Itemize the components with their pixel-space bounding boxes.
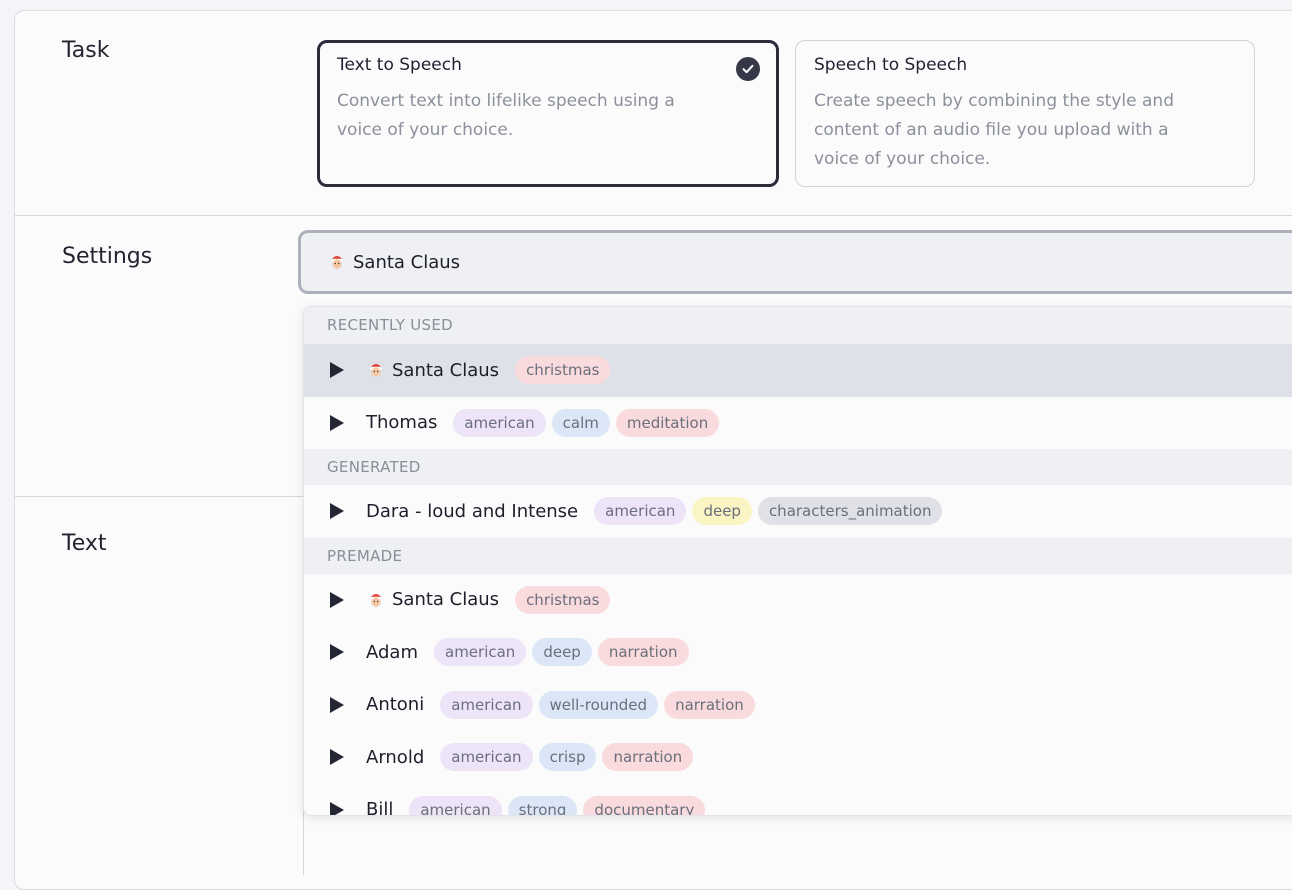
voice-option[interactable]: Adam american deep narration bbox=[304, 626, 1292, 679]
task-option-description: Create speech by combining the style and… bbox=[814, 91, 1174, 169]
voice-name: Adam bbox=[366, 641, 418, 663]
play-icon[interactable] bbox=[330, 362, 344, 379]
divider bbox=[15, 496, 304, 497]
voice-tag: narration bbox=[664, 690, 755, 719]
voice-name: Thomas bbox=[366, 412, 438, 434]
voice-tag: deep bbox=[692, 497, 752, 526]
voice-name: Santa Claus bbox=[392, 359, 500, 381]
voice-dropdown: RECENTLY USED Santa Claus christmas Thom… bbox=[303, 306, 1292, 816]
voice-name: Bill bbox=[366, 799, 394, 816]
settings-label: Settings bbox=[62, 244, 153, 269]
voice-search-input[interactable] bbox=[353, 251, 1153, 273]
voice-tag: american bbox=[594, 497, 687, 526]
task-label: Task bbox=[62, 38, 110, 63]
voice-option[interactable]: Antoni american well-rounded narration bbox=[304, 679, 1292, 732]
voice-name: Santa Claus bbox=[392, 589, 500, 611]
voice-tag: american bbox=[440, 743, 533, 772]
voice-option[interactable]: Arnold american crisp narration bbox=[304, 731, 1292, 784]
santa-emoji-icon bbox=[366, 590, 386, 610]
play-icon[interactable] bbox=[330, 591, 344, 608]
voice-tag: american bbox=[453, 408, 546, 437]
voice-tag: american bbox=[440, 690, 533, 719]
voice-tag: christmas bbox=[515, 356, 611, 385]
play-icon[interactable] bbox=[330, 801, 344, 815]
voice-tag: narration bbox=[597, 638, 689, 667]
play-icon[interactable] bbox=[330, 414, 344, 431]
play-icon[interactable] bbox=[330, 503, 344, 520]
voice-option[interactable]: Bill american strong documentary bbox=[304, 784, 1292, 816]
group-header-premade: PREMADE bbox=[304, 537, 1292, 574]
task-option-title: Speech to Speech bbox=[814, 55, 968, 75]
voice-option[interactable]: Thomas american calm meditation bbox=[304, 397, 1292, 450]
voice-option[interactable]: Dara - loud and Intense american deep ch… bbox=[304, 485, 1292, 538]
group-header-recently-used: RECENTLY USED bbox=[304, 307, 1292, 344]
voice-search-field[interactable] bbox=[298, 230, 1292, 294]
voice-tag: crisp bbox=[538, 743, 597, 772]
task-option-title: Text to Speech bbox=[337, 55, 462, 75]
text-label: Text bbox=[62, 531, 107, 556]
voice-tag: american bbox=[434, 638, 527, 667]
voice-option[interactable]: Santa Claus christmas bbox=[304, 344, 1292, 397]
voice-tag: christmas bbox=[515, 585, 611, 614]
voice-tag: narration bbox=[602, 743, 694, 772]
task-option-description: Convert text into lifelike speech using … bbox=[337, 91, 675, 140]
divider bbox=[15, 215, 1292, 216]
voice-tag: meditation bbox=[615, 408, 720, 437]
voice-tag: documentary bbox=[583, 795, 706, 815]
voice-tag: strong bbox=[507, 795, 578, 815]
task-option-speech-to-speech[interactable]: Speech to Speech Create speech by combin… bbox=[795, 40, 1255, 187]
group-header-generated: GENERATED bbox=[304, 449, 1292, 485]
play-icon[interactable] bbox=[330, 644, 344, 661]
voice-option[interactable]: Santa Claus christmas bbox=[304, 574, 1292, 627]
voice-tag: calm bbox=[551, 408, 610, 437]
voice-name: Antoni bbox=[366, 694, 425, 716]
play-icon[interactable] bbox=[330, 749, 344, 766]
santa-emoji-icon bbox=[366, 360, 386, 380]
voice-tag: deep bbox=[532, 638, 592, 667]
voice-name: Dara - loud and Intense bbox=[366, 500, 579, 522]
voice-tag: well-rounded bbox=[538, 690, 659, 719]
voice-name: Arnold bbox=[366, 746, 425, 768]
checkmark-icon bbox=[736, 57, 760, 81]
play-icon[interactable] bbox=[330, 696, 344, 713]
voice-tag: characters_animation bbox=[757, 497, 943, 526]
santa-emoji-icon bbox=[327, 252, 347, 272]
voice-tag: american bbox=[409, 795, 502, 815]
task-option-text-to-speech[interactable]: Text to Speech Convert text into lifelik… bbox=[317, 40, 779, 187]
